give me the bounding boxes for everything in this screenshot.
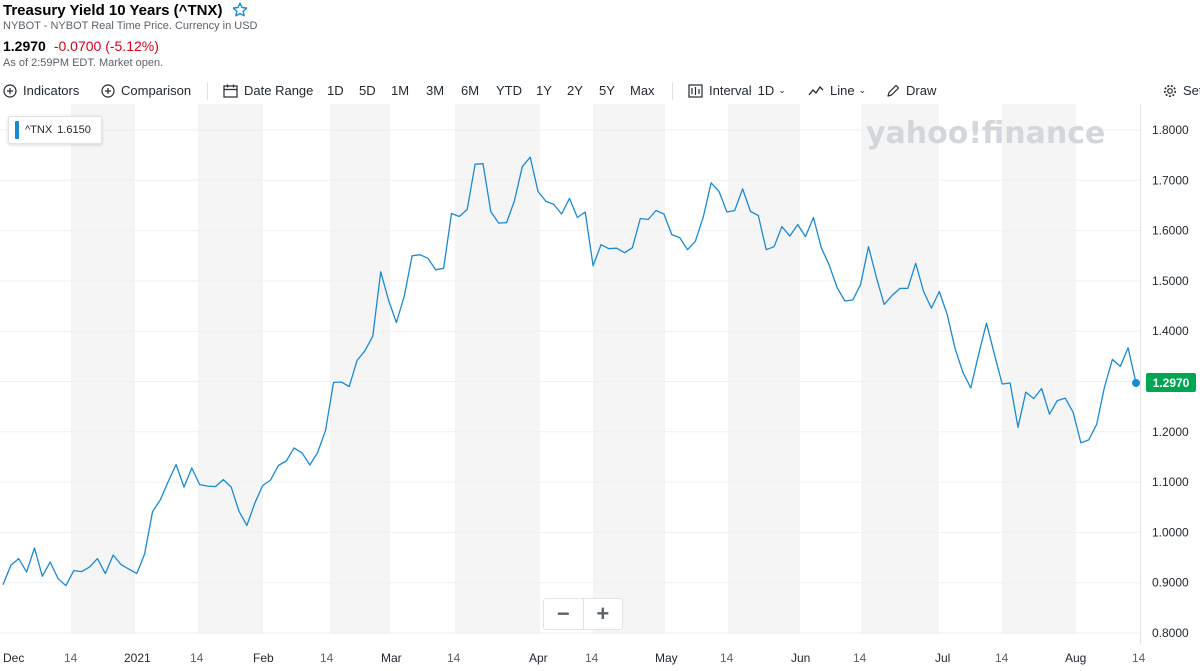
range-1y[interactable]: 1Y [536,83,552,98]
x-tick-label: Aug [1065,651,1086,665]
x-tick-label: Dec [3,651,24,665]
pencil-icon [887,84,900,97]
zoom-out-button[interactable]: − [556,601,570,626]
plus-circle-icon [3,83,17,98]
legend-color-swatch [15,121,19,139]
chart-area[interactable]: 1.80001.70001.60001.50001.40001.30001.20… [0,104,1200,671]
legend-symbol: ^TNX [25,124,53,136]
chart-type-dropdown[interactable]: Line ⌄ [808,83,866,98]
x-tick-label: 14 [64,651,78,665]
line-chart-icon [808,85,824,95]
month-bands [71,104,1076,634]
month-band [71,104,135,634]
range-1d[interactable]: 1D [327,83,344,98]
y-tick-label: 1.6000 [1152,224,1189,238]
x-tick-label: May [655,651,678,665]
interval-dropdown[interactable]: Interval 1D ⌄ [688,83,786,98]
y-tick-label: 1.4000 [1152,324,1189,338]
x-tick-label: 14 [447,651,461,665]
calendar-icon [223,84,238,98]
month-band [593,104,665,634]
y-tick-label: 0.8000 [1152,626,1189,640]
x-tick-label: Feb [253,651,274,665]
month-band [330,104,390,634]
month-band [728,104,800,634]
x-tick-label: Jun [791,651,810,665]
series-line [2,156,1137,587]
y-tick-label: 1.7000 [1152,173,1189,187]
toolbar-divider [207,82,208,100]
chevron-down-icon: ⌄ [778,85,786,95]
zoom-divider [582,599,584,629]
x-tick-label: 14 [995,651,1009,665]
x-tick-label: Jul [935,651,950,665]
y-tick-label: 1.2000 [1152,425,1189,439]
y-tick-label: 1.8000 [1152,123,1189,137]
month-band [198,104,263,634]
yahoo-finance-logo: yahoo!finance [866,116,1106,151]
gridlines [0,104,1141,644]
plus-circle-icon [101,83,115,98]
comparison-button[interactable]: Comparison [101,83,191,98]
chart-toolbar: Indicators Comparison Date Range 1D 5D 1… [0,80,1200,104]
quote-header: Treasury Yield 10 Years (^TNX) NYBOT - N… [3,0,258,70]
x-tick-label: Apr [529,651,548,665]
legend-value: 1.6150 [57,124,91,136]
x-tick-label: 14 [320,651,334,665]
indicators-button[interactable]: Indicators [3,83,79,98]
x-tick-label: 14 [720,651,734,665]
market-status: As of 2:59PM EDT. Market open. [3,57,164,69]
star-icon[interactable] [232,2,248,18]
zoom-in-button[interactable]: + [596,601,610,626]
y-tick-label: 0.9000 [1152,576,1189,590]
y-tick-label: 1.5000 [1152,274,1189,288]
range-3m[interactable]: 3M [426,83,445,98]
x-tick-label: 2021 [124,651,151,665]
x-tick-label: 14 [585,651,599,665]
chevron-down-icon: ⌄ [858,85,867,95]
draw-label: Draw [906,83,937,98]
series-legend[interactable]: ^TNX 1.6150 [8,116,102,144]
range-max[interactable]: Max [630,83,655,98]
range-5y[interactable]: 5Y [599,83,615,98]
x-tick-label: 14 [1132,651,1146,665]
current-price: 1.2970 [3,38,46,54]
draw-button[interactable]: Draw [886,83,936,98]
toolbar-divider [672,82,673,100]
indicators-label: Indicators [23,83,80,98]
month-band [455,104,540,634]
x-axis: Dec 14 2021 14 Feb 14 Mar 14 Apr 14 May 14 Jun 14 Jul 1… [3,651,1146,665]
x-tick-label: 14 [853,651,867,665]
candlestick-icon [688,83,703,98]
range-6m[interactable]: 6M [461,83,480,98]
date-range-button[interactable]: Date Range [223,83,313,98]
zoom-controls: − + [543,598,623,630]
interval-value: 1D [757,83,775,98]
month-band [1002,104,1076,634]
price-change: -0.0700 (-5.12%) [53,38,159,54]
page-title: Treasury Yield 10 Years (^TNX) [3,1,223,19]
gear-icon [1164,84,1176,97]
range-2y[interactable]: 2Y [567,83,583,98]
range-1m[interactable]: 1M [391,83,410,98]
last-price-dot [1132,379,1140,388]
settings-label: Set [1183,83,1200,98]
settings-button[interactable]: Set [1163,83,1200,98]
x-tick-label: Mar [381,651,402,665]
date-range-label: Date Range [244,83,314,98]
month-band [861,104,939,634]
exchange-subtitle: NYBOT - NYBOT Real Time Price. Currency … [3,20,258,32]
price-chart[interactable]: 1.80001.70001.60001.50001.40001.30001.20… [0,104,1200,671]
range-ytd[interactable]: YTD [496,83,522,98]
interval-label: Interval [709,83,752,98]
y-tick-label: 1.0000 [1152,525,1189,539]
comparison-label: Comparison [121,83,192,98]
x-tick-label: 14 [190,651,204,665]
y-tick-label: 1.1000 [1152,475,1189,489]
range-5d[interactable]: 5D [359,83,376,98]
last-price-label: 1.2970 [1146,373,1196,392]
chart-type-label: Line [830,83,855,98]
